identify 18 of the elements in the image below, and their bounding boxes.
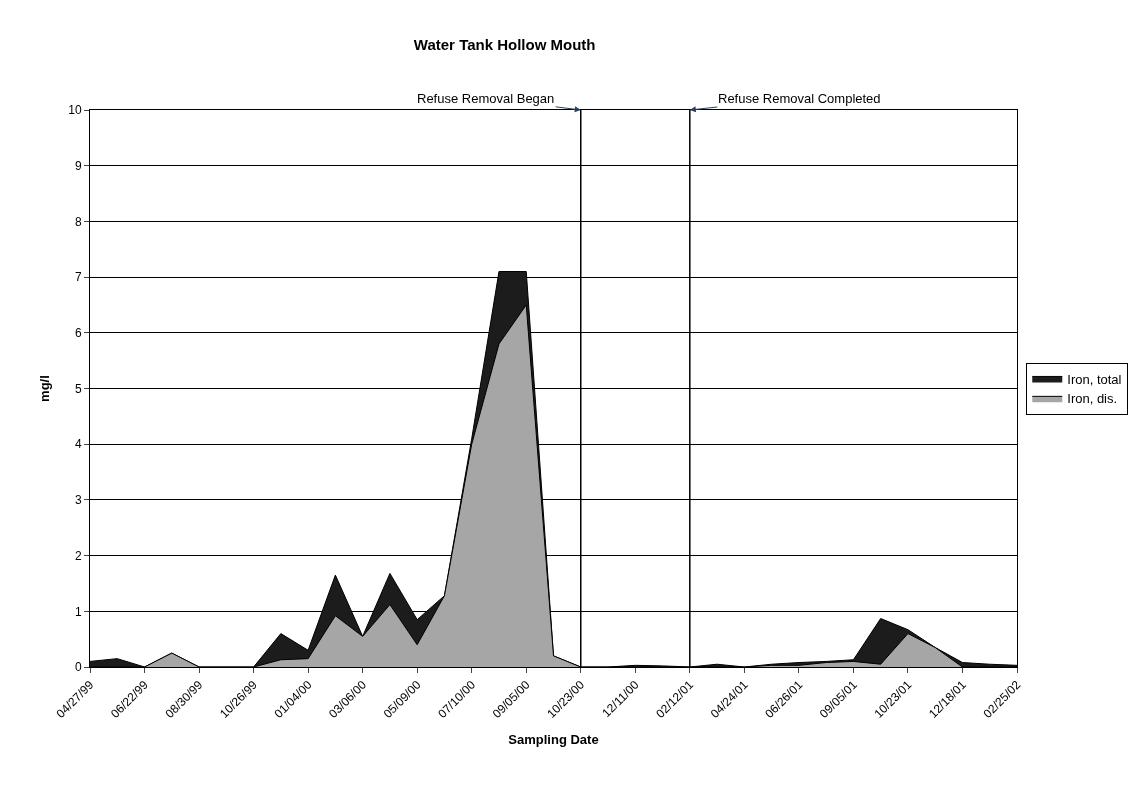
y-tick-label: 5 <box>74 381 82 396</box>
y-tick-label: 6 <box>74 326 82 340</box>
legend-label: Iron, dis. <box>1067 391 1118 407</box>
ref-line-label: Refuse Removal Completed <box>718 91 881 106</box>
y-tick-label: 10 <box>68 103 82 118</box>
x-axis-title: Sampling Date <box>508 732 599 748</box>
y-axis-title: mg/l <box>37 375 53 402</box>
legend-label: Iron, total <box>1067 371 1122 387</box>
y-tick-label: 9 <box>74 158 82 173</box>
chart-title: Water Tank Hollow Mouth <box>413 35 596 53</box>
y-tick-label: 7 <box>74 270 82 285</box>
y-tick-label: 3 <box>74 493 82 508</box>
y-tick-label: 4 <box>74 437 82 452</box>
y-tick-label: 8 <box>74 214 82 229</box>
y-tick-label: 1 <box>74 604 82 619</box>
y-tick-label: 2 <box>74 548 82 563</box>
y-tick-label: 0 <box>74 660 82 675</box>
ref-line-label: Refuse Removal Began <box>417 91 555 106</box>
